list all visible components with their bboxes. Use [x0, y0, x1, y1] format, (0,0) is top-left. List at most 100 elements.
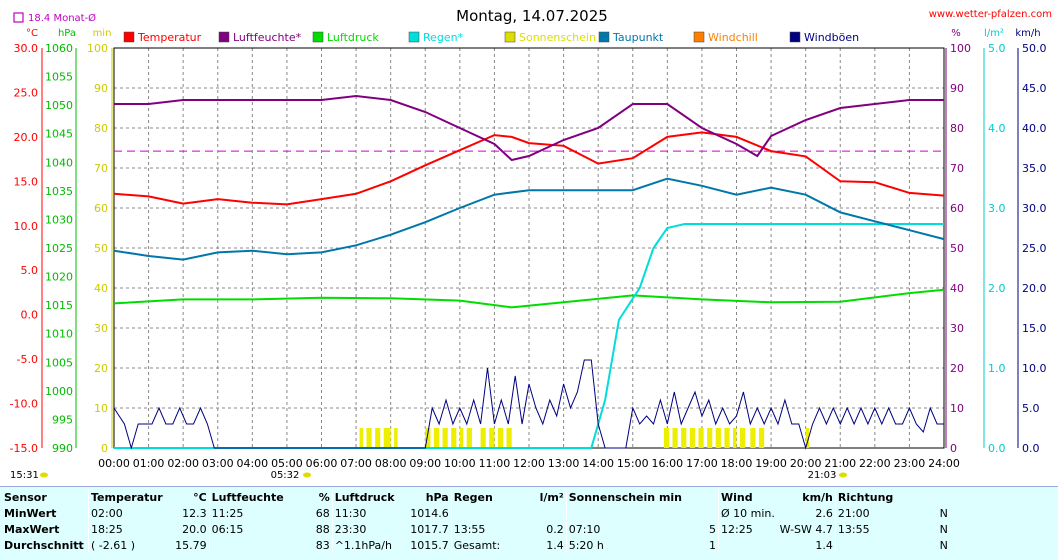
min-axis-tick: 20 [94, 362, 108, 375]
x-tick: 08:00 [375, 457, 407, 470]
sun-icon [40, 472, 48, 478]
x-tick: 01:00 [133, 457, 165, 470]
x-tick: 11:00 [479, 457, 511, 470]
x-tick: 15:00 [617, 457, 649, 470]
series-line-luftdruck [113, 288, 945, 309]
min-axis-tick: 90 [94, 82, 108, 95]
sunshine-bar [805, 428, 810, 448]
wind-axis-tick: 50.0 [1022, 42, 1047, 55]
legend-label: Windböen [804, 31, 859, 44]
wind-axis-tick: 5.0 [1022, 402, 1040, 415]
press-axis-tick: 1035 [45, 185, 73, 198]
press-axis-tick: 995 [52, 413, 73, 426]
chart-grid [114, 48, 944, 448]
wind-axis-tick: 35.0 [1022, 162, 1047, 175]
legend-swatch [408, 31, 420, 43]
temp-axis-tick: 0.0 [21, 309, 39, 322]
press-axis-tick: 1020 [45, 271, 73, 284]
legend-swatch [598, 31, 610, 43]
sunshine-bar [459, 428, 464, 448]
pct-axis-tick: 60 [950, 202, 964, 215]
x-tick: 17:00 [686, 457, 718, 470]
min-axis-tick: 40 [94, 282, 108, 295]
pct-axis-tick: 100 [950, 42, 971, 55]
sunshine-bars [359, 428, 810, 448]
sunshine-bar [451, 428, 457, 448]
pct-axis-tick: 50 [950, 242, 964, 255]
sunshine-bar [724, 428, 730, 448]
x-tick: 16:00 [651, 457, 683, 470]
pct-axis-tick: 20 [950, 362, 964, 375]
press-axis-tick: 1050 [45, 99, 73, 112]
sunshine-bar [689, 428, 695, 448]
legend-label: Luftdruck [327, 31, 379, 44]
sunshine-bar [383, 428, 391, 448]
sunshine-bar [506, 428, 512, 448]
sunshine-bar [497, 428, 504, 448]
min-axis-tick: 100 [87, 42, 108, 55]
series-line-temperatur [113, 131, 945, 206]
x-tick: 02:00 [167, 457, 199, 470]
press-axis-tick: 1030 [45, 213, 73, 226]
rain-axis-tick: 2.0 [988, 282, 1006, 295]
series-line-regen [114, 223, 944, 449]
pct-axis-tick: 0 [950, 442, 957, 455]
x-tick: 09:00 [409, 457, 441, 470]
x-tick: 19:00 [755, 457, 787, 470]
website-link[interactable]: www.wetter-pfalzen.com [929, 9, 1052, 20]
legend-swatch [789, 31, 801, 43]
wind-axis-tick: 15.0 [1022, 322, 1047, 335]
stats-footer: Sensor Temperatur °C Luftfeuchte % Luftd… [0, 486, 1058, 560]
sunshine-bar [750, 428, 756, 448]
x-tick: 07:00 [340, 457, 372, 470]
pct-axis-tick: 40 [950, 282, 964, 295]
temp-axis-tick: 15.0 [14, 175, 39, 188]
legend-label: Luftfeuchte* [233, 31, 302, 44]
sunshine-bar [394, 428, 398, 448]
wind-axis-tick: 45.0 [1022, 82, 1047, 95]
rain-axis-tick: 4.0 [988, 122, 1006, 135]
x-tick: 23:00 [894, 457, 926, 470]
pct-axis-tick: 80 [950, 122, 964, 135]
min-axis-tick: 0 [101, 442, 108, 455]
legend: Temperatur Luftfeuchte* Luftdruck Regen* Son… [123, 31, 859, 44]
min-axis-tick: 70 [94, 162, 108, 175]
x-tick: 22:00 [859, 457, 891, 470]
wind-axis-tick: 20.0 [1022, 282, 1047, 295]
min-axis-tick: 80 [94, 122, 108, 135]
sunshine-bar [366, 428, 372, 448]
sunshine-bar [375, 428, 381, 448]
sunshine-bar [707, 428, 713, 448]
min-axis-tick: 30 [94, 322, 108, 335]
sunshine-bar [425, 428, 431, 448]
sunshine-bar [672, 428, 678, 448]
stats-table: Sensor Temperatur °C Luftfeuchte % Luftd… [4, 489, 948, 553]
x-tick: 10:00 [444, 457, 476, 470]
sunset-label: 21:03 [808, 470, 837, 481]
x-tick: 06:00 [306, 457, 338, 470]
pct-axis-tick: 90 [950, 82, 964, 95]
x-tick: 20:00 [790, 457, 822, 470]
sunshine-bar [739, 428, 746, 448]
legend-label: Temperatur [137, 31, 202, 44]
min-axis-tick: 60 [94, 202, 108, 215]
legend-swatch [693, 31, 705, 43]
pct-axis-label: % [951, 28, 961, 39]
legend-label: Taupunkt [612, 31, 664, 44]
x-tick: 05:00 [271, 457, 303, 470]
pct-axis-tick: 10 [950, 402, 964, 415]
wind-axis-tick: 40.0 [1022, 122, 1047, 135]
series-line-luftfeuchte [114, 94, 944, 162]
series-line-taupunkt [113, 177, 945, 261]
sunshine-bar [663, 428, 670, 448]
x-tick: 03:00 [202, 457, 234, 470]
sunshine-bar [466, 428, 472, 448]
pct-axis-tick: 70 [950, 162, 964, 175]
temp-axis-label: °C [26, 28, 38, 39]
series-lines [113, 94, 945, 450]
press-axis-tick: 1060 [45, 42, 73, 55]
pct-axis-tick: 30 [950, 322, 964, 335]
legend-swatch [218, 31, 230, 43]
press-axis-tick: 1000 [45, 385, 73, 398]
sunshine-bar [442, 428, 448, 448]
